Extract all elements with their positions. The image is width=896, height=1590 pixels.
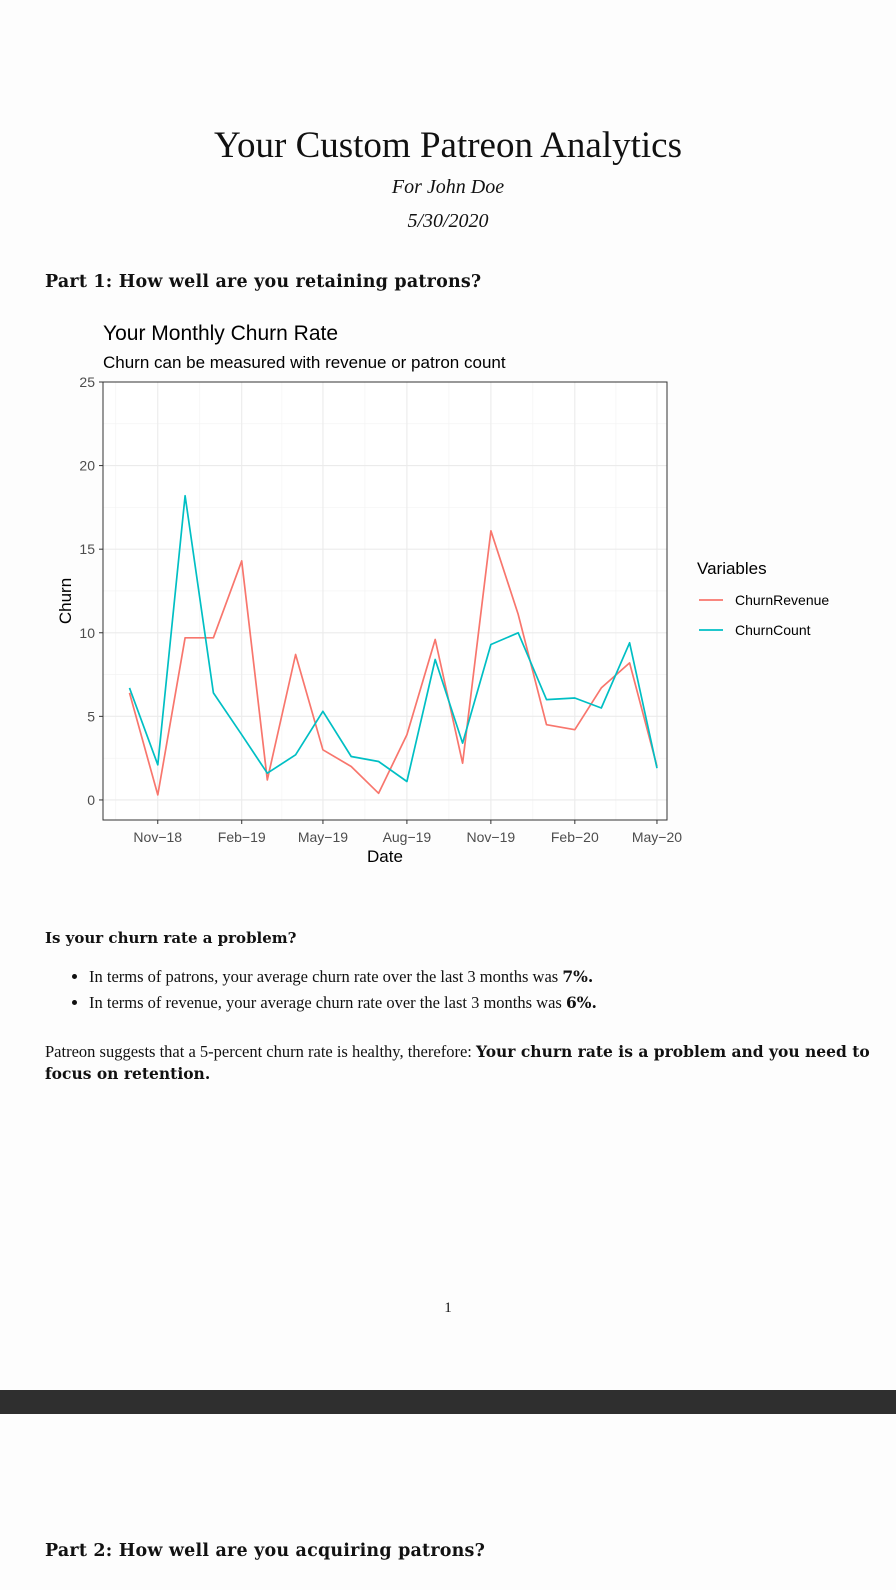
chart-axes: 0 5 10 15 20 25 Nov−18 Feb−19 May−19 Aug−19 Nov−19…	[79, 374, 682, 845]
chart-y-axis-label: Churn	[56, 578, 75, 624]
churn-chart: Your Monthly Churn Rate Churn can be mea…	[40, 318, 896, 878]
chart-panel-border	[102, 381, 668, 821]
churn-bullet-list: In terms of patrons, your average churn …	[45, 966, 896, 1018]
chart-x-axis-label: Date	[367, 847, 403, 866]
chart-series	[128, 494, 658, 796]
y-tick-label: 0	[87, 792, 95, 808]
legend-label-churnrevenue: ChurnRevenue	[735, 592, 829, 608]
x-tick-label: Feb−20	[551, 829, 599, 845]
y-tick-label: 5	[87, 708, 95, 724]
page-1: Your Custom Patreon Analytics For John D…	[0, 0, 896, 1390]
part2-heading: Part 2: How well are you acquiring patro…	[45, 1541, 486, 1561]
churn-question-heading: Is your churn rate a problem?	[45, 929, 297, 947]
list-item: In terms of patrons, your average churn …	[89, 966, 896, 988]
part1-heading: Part 1: How well are you retaining patro…	[45, 272, 482, 292]
document-author: For John Doe	[391, 176, 505, 198]
page-number: 1	[444, 1300, 452, 1316]
document-date: 5/30/2020	[407, 210, 489, 232]
list-item: In terms of revenue, your average churn …	[89, 992, 896, 1014]
chart-legend: Variables ChurnRevenue ChurnCount	[697, 559, 829, 638]
conclusion-verdict: Your churn rate is a problem and you nee…	[45, 1042, 870, 1083]
conclusion-paragraph: Patreon suggests that a 5-percent churn …	[45, 1041, 875, 1085]
y-tick-label: 15	[79, 541, 95, 557]
x-tick-label: May−19	[298, 829, 348, 845]
x-tick-label: May−20	[632, 829, 682, 845]
chart-title: Your Monthly Churn Rate	[103, 322, 338, 345]
document-title: Your Custom Patreon Analytics	[213, 125, 682, 166]
x-tick-label: Nov−19	[467, 829, 516, 845]
bullet-revenue-text: In terms of revenue, your average churn …	[89, 993, 566, 1012]
x-tick-label: Feb−19	[218, 829, 266, 845]
chart-grid	[103, 381, 667, 820]
y-tick-label: 20	[79, 458, 95, 474]
legend-label-churncount: ChurnCount	[735, 622, 811, 638]
x-tick-label: Aug−19	[383, 829, 432, 845]
series-line-churnrevenue	[128, 529, 658, 796]
page-separator	[0, 1390, 896, 1414]
series-line-churncount	[128, 494, 658, 783]
bullet-patrons-value: 7%.	[562, 967, 594, 986]
churn-chart-svg: Your Monthly Churn Rate Churn can be mea…	[56, 322, 829, 866]
chart-subtitle: Churn can be measured with revenue or pa…	[103, 353, 506, 372]
x-tick-label: Nov−18	[133, 829, 182, 845]
conclusion-text: Patreon suggests that a 5-percent churn …	[45, 1042, 476, 1061]
legend-title: Variables	[697, 559, 767, 578]
chart-panel	[103, 382, 667, 820]
bullet-patrons-text: In terms of patrons, your average churn …	[89, 967, 563, 986]
y-tick-label: 10	[79, 625, 95, 641]
y-tick-label: 25	[79, 374, 95, 390]
bullet-revenue-value: 6%.	[565, 993, 597, 1012]
